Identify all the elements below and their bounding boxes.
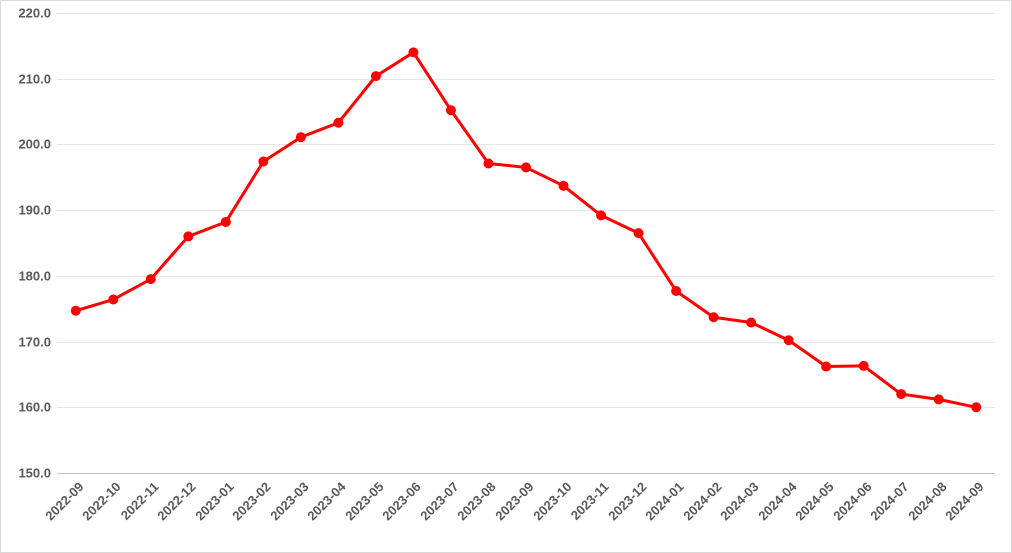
plot-area: 150.0160.0170.0180.0190.0200.0210.0220.0…: [57, 13, 995, 473]
data-point: [446, 105, 456, 115]
x-tick-label: 2022-11: [118, 479, 162, 523]
x-tick-label: 2024-01: [642, 479, 686, 523]
data-point: [371, 71, 381, 81]
x-tick-label: 2023-09: [492, 479, 536, 523]
data-point: [746, 318, 756, 328]
chart-frame: 150.0 160.0 170.0 180.0 190.0 200.0 210.0 220.0…: [0, 0, 1012, 553]
x-tick-label: 2024-03: [717, 479, 761, 523]
y-tick-label: 160.0: [18, 400, 57, 415]
data-point: [596, 210, 606, 220]
y-tick-label: 180.0: [18, 268, 57, 283]
x-tick-label: 2023-10: [530, 479, 574, 523]
x-tick-label: 2023-02: [230, 479, 274, 523]
x-tick-label: 2023-08: [455, 479, 499, 523]
y-tick-label: 190.0: [18, 203, 57, 218]
x-tick-label: 2023-11: [568, 479, 612, 523]
data-point: [296, 132, 306, 142]
data-point: [408, 47, 418, 57]
data-point: [146, 274, 156, 284]
data-point: [108, 295, 118, 305]
x-tick-label: 2024-09: [942, 479, 986, 523]
y-tick-label: 170.0: [18, 334, 57, 349]
data-point: [971, 402, 981, 412]
data-point: [784, 335, 794, 345]
data-point: [333, 118, 343, 128]
data-point: [821, 362, 831, 372]
data-point: [671, 286, 681, 296]
data-point: [559, 181, 569, 191]
y-tick-label: 220.0: [18, 6, 57, 21]
x-tick-label: 2024-05: [792, 479, 836, 523]
x-tick-label: 2024-08: [905, 479, 949, 523]
x-tick-label: 2022-10: [80, 479, 124, 523]
data-point: [634, 228, 644, 238]
data-point: [483, 158, 493, 168]
x-tick-label: 2023-06: [380, 479, 424, 523]
gridline: [57, 473, 995, 474]
x-tick-label: 2023-03: [267, 479, 311, 523]
data-point: [183, 231, 193, 241]
x-tick-label: 2024-04: [755, 479, 799, 523]
line-series: [57, 13, 995, 473]
x-tick-label: 2023-05: [342, 479, 386, 523]
data-point: [896, 389, 906, 399]
x-tick-label: 2024-06: [830, 479, 874, 523]
y-tick-label: 150.0: [18, 466, 57, 481]
x-tick-label: 2024-02: [680, 479, 724, 523]
data-point: [859, 361, 869, 371]
data-point: [258, 157, 268, 167]
data-point: [221, 217, 231, 227]
series-line: [76, 52, 976, 407]
y-tick-label: 210.0: [18, 71, 57, 86]
x-tick-label: 2023-12: [605, 479, 649, 523]
data-point: [521, 162, 531, 172]
y-tick-label: 200.0: [18, 137, 57, 152]
x-tick-label: 2022-12: [155, 479, 199, 523]
data-point: [71, 306, 81, 316]
data-point: [934, 394, 944, 404]
x-tick-label: 2024-07: [867, 479, 911, 523]
x-tick-label: 2022-09: [42, 479, 86, 523]
data-point: [709, 312, 719, 322]
x-tick-label: 2023-04: [305, 479, 349, 523]
x-tick-label: 2023-07: [417, 479, 461, 523]
x-tick-label: 2023-01: [192, 479, 236, 523]
